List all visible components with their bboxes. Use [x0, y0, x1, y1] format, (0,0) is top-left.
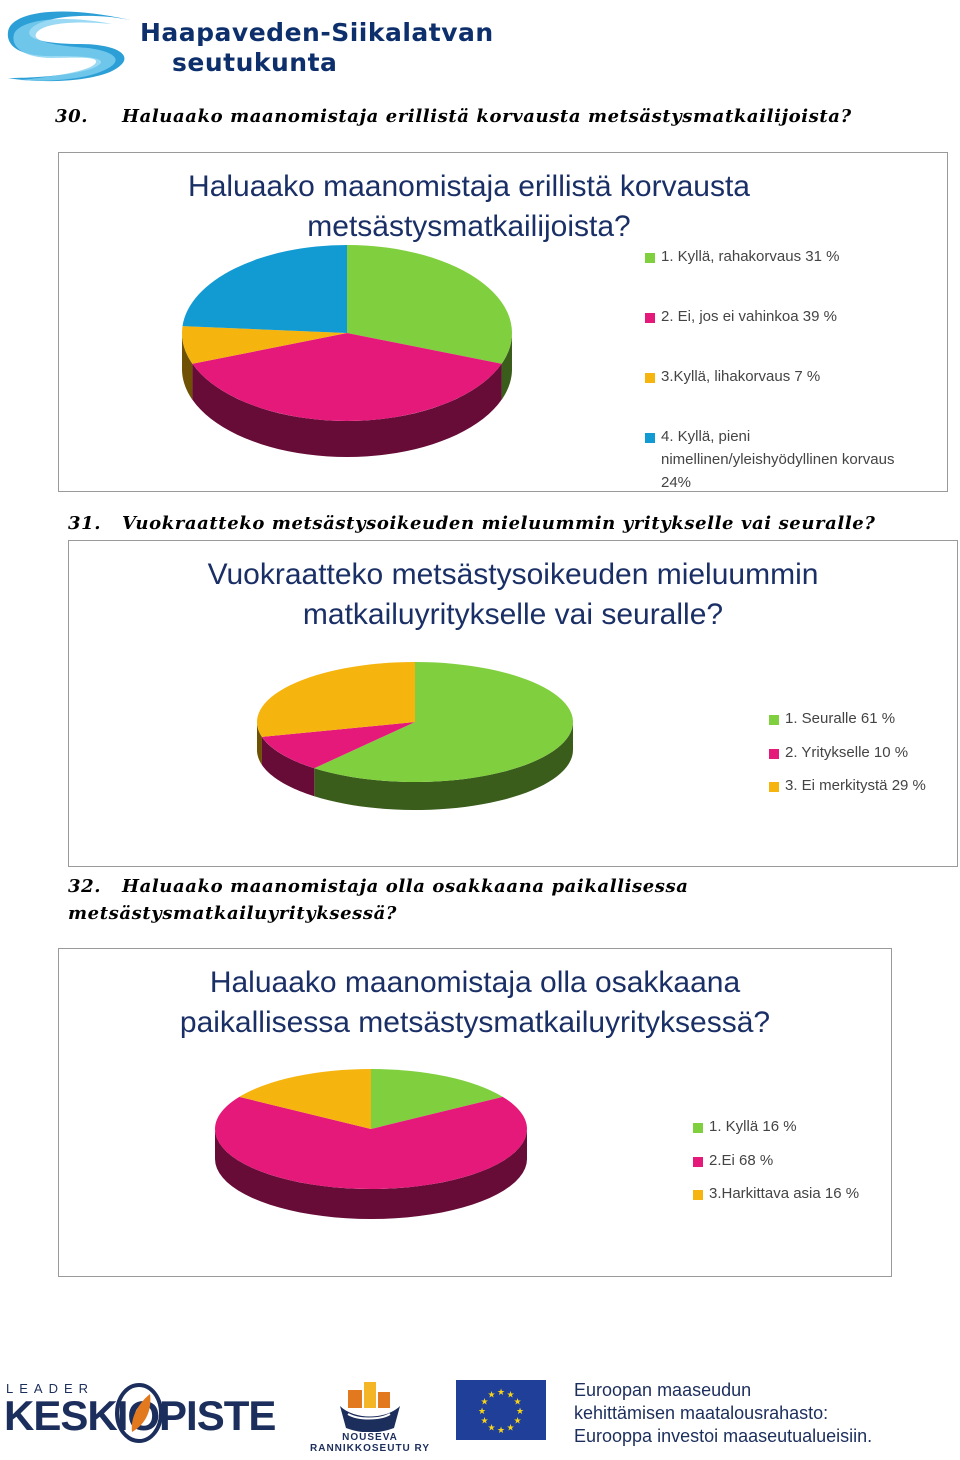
question-number: 30. — [55, 106, 89, 127]
chart-box-30: Haluaako maanomistaja erillistä korvaust… — [58, 152, 948, 492]
keskiopiste-emblem-icon — [115, 1383, 163, 1443]
pie-chart-30: 1. Kyllä, rahakorvaus 31 %2. Ei, jos ei … — [182, 245, 513, 457]
eu-star-icon: ★ — [513, 1398, 521, 1408]
pie-slice: 2. Yritykselle 10 % — [261, 722, 415, 769]
question-number: 31. — [68, 513, 102, 534]
legend-label: 2.Ei 68 % — [709, 1151, 774, 1169]
legend-swatch — [645, 433, 655, 443]
pie-slice: 4. Kyllä, pieni nimellinen/yleishyödylli… — [182, 245, 347, 333]
question-heading-30: 30. Haluaako maanomistaja erillistä korva… — [55, 106, 852, 127]
legend-swatch — [693, 1156, 703, 1167]
legend-item: 2.Ei 68 % — [693, 1152, 773, 1172]
brand-name-line2: seutukunta — [172, 48, 338, 77]
eu-star-icon: ★ — [480, 1398, 488, 1408]
legend-label: 2. Ei, jos ei vahinkoa 39 % — [661, 308, 837, 325]
pie-slice: 1. Kyllä, rahakorvaus 31 % — [347, 245, 513, 364]
legend-swatch — [769, 782, 779, 792]
leader-small-text: LEADER — [6, 1381, 95, 1396]
legend-label: 3.Harkittava asia 16 % — [709, 1185, 860, 1202]
eu-star-icon: ★ — [516, 1407, 524, 1417]
pie-slice: 3. Ei merkitystä 29 % — [256, 662, 415, 737]
chart-title: Haluaako maanomistaja olla osakkaana pai… — [179, 966, 771, 1039]
chart-box-32: Haluaako maanomistaja olla osakkaana pai… — [58, 948, 892, 1277]
legend-item: 1. Kyllä 16 % — [693, 1118, 797, 1138]
question-number: 32. — [68, 876, 102, 897]
legend-item: 4. Kyllä, pieni nimellinen/yleishyödyllin… — [645, 428, 894, 494]
pie-slice: 2. Ei, jos ei vahinkoa 39 % — [192, 333, 502, 422]
eu-star-icon: ★ — [487, 1424, 495, 1434]
eu-text-line2: kehittämisen maatalousrahasto: — [574, 1403, 829, 1423]
pie-slice-side — [314, 722, 573, 810]
legend-label: 3. Ei merkitystä 29 % — [785, 777, 926, 794]
chart-box-31: Vuokraatteko metsästysoikeuden mieluummi… — [68, 540, 958, 867]
legend-label: 4. Kyllä, pieni nimellinen/yleishyödyllin… — [661, 428, 895, 491]
legend-item: 3. Ei merkitystä 29 % — [769, 777, 926, 797]
pie-slice-side — [501, 333, 512, 400]
nouseva-rannikkoseutu-logo-icon — [340, 1382, 400, 1432]
question-heading-31: 31. Vuokraatteko metsästysoikeuden mieluu… — [68, 513, 875, 534]
pie-slice: 2.Ei 68 % — [214, 1096, 527, 1189]
legend-item: 2. Yritykselle 10 % — [769, 744, 908, 764]
question-heading-32-line2: metsästysmatkailuyrityksessä? — [68, 903, 398, 924]
legend-swatch — [693, 1190, 703, 1200]
legend-label: 1. Kyllä 16 % — [709, 1118, 797, 1135]
pie-slice-side — [182, 333, 193, 400]
legend-label: 1. Kyllä, rahakorvaus 31 % — [661, 248, 840, 265]
eu-star-icon: ★ — [506, 1391, 514, 1401]
pie-slice-side — [257, 722, 262, 765]
legend-swatch — [645, 253, 655, 263]
header-logo: Haapaveden-Siikalatvan seutukunta — [0, 0, 493, 90]
eu-star-icon: ★ — [480, 1417, 488, 1427]
eu-star-icon: ★ — [478, 1407, 486, 1417]
eu-star-icon: ★ — [506, 1424, 514, 1434]
chart-title: Vuokraatteko metsästysoikeuden mieluummi… — [207, 558, 819, 631]
question-text: Vuokraatteko metsästysoikeuden mieluummi… — [122, 513, 876, 534]
legend-item: 3.Kyllä, lihakorvaus 7 % — [645, 368, 820, 388]
pie-slice-side — [215, 1129, 527, 1219]
eu-star-icon: ★ — [497, 1426, 505, 1436]
eu-text-line3: Eurooppa investoi maaseutualueisiin. — [574, 1426, 873, 1446]
question-heading-32: 32. Haluaako maanomistaja olla osakkaana … — [68, 876, 689, 897]
legend-item: 1. Kyllä, rahakorvaus 31 % — [645, 248, 839, 268]
chart-title: Haluaako maanomistaja erillistä korvaust… — [188, 170, 750, 243]
legend-item: 2. Ei, jos ei vahinkoa 39 % — [645, 308, 837, 328]
legend-label: 3.Kyllä, lihakorvaus 7 % — [661, 368, 821, 385]
pie-slice: 1. Seuralle 61 % — [314, 662, 574, 782]
pie-slice: 1. Kyllä 16 % — [371, 1069, 503, 1129]
pie-slice: 3.Kyllä, lihakorvaus 7 % — [182, 326, 347, 364]
pie-slice: 3.Harkittava asia 16 % — [239, 1069, 371, 1129]
pie-chart-31: 1. Seuralle 61 %2. Yritykselle 10 %3. Ei… — [256, 662, 574, 810]
legend-item: 3.Harkittava asia 16 % — [693, 1185, 859, 1205]
pie-chart-32: 1. Kyllä 16 %2.Ei 68 %3.Harkittava asia … — [214, 1069, 527, 1219]
pie-slice-side — [261, 736, 315, 797]
legend-item: 1. Seuralle 61 % — [769, 710, 895, 730]
brand-name-line1: Haapaveden-Siikalatvan — [140, 18, 494, 47]
question-text: Haluaako maanomistaja olla osakkaana pai… — [122, 876, 689, 897]
eu-text-line1: Euroopan maaseudun — [574, 1380, 752, 1400]
swoosh-logo-icon — [7, 11, 130, 82]
legend-swatch — [645, 313, 655, 323]
question-text: Haluaako maanomistaja erillistä korvaust… — [122, 106, 852, 127]
legend-swatch — [769, 748, 779, 759]
nouseva-logo-text: NOUSEVA RANNIKKOSEUTU RY — [310, 1432, 431, 1454]
legend-swatch — [693, 1123, 703, 1133]
pie-slice-side — [192, 363, 502, 457]
eu-star-icon: ★ — [497, 1388, 505, 1398]
eu-flag-icon: ★ ★★★★★★★★★★★ — [456, 1380, 546, 1440]
eu-star-icon: ★ — [487, 1391, 495, 1401]
legend-swatch — [769, 715, 779, 725]
legend-swatch — [645, 373, 655, 383]
legend-label: 2. Yritykselle 10 % — [785, 743, 909, 761]
eu-star-icon: ★ — [513, 1417, 521, 1427]
legend-label: 1. Seuralle 61 % — [785, 710, 896, 727]
